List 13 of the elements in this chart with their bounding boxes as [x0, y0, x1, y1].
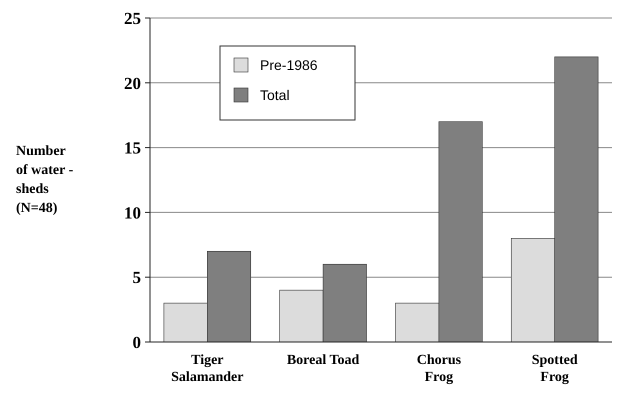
- legend-label: Pre-1986: [260, 56, 318, 73]
- x-tick-label: Spotted Frog: [532, 353, 578, 385]
- y-tick-label: 5: [132, 268, 141, 288]
- x-tick-label: Chorus Frog: [416, 353, 462, 385]
- y-tick-label: 15: [124, 138, 141, 158]
- y-tick-label: 25: [124, 8, 141, 28]
- x-tick-label: Boreal Toad: [286, 353, 360, 368]
- y-tick-label: 10: [124, 203, 141, 222]
- y-tick-label: 20: [124, 74, 141, 93]
- y-axis-title: Number of water - sheds (N=48): [16, 144, 74, 216]
- y-tick-label: 0: [132, 332, 141, 352]
- x-tick-label: Tiger Salamander: [171, 353, 244, 385]
- legend-label: Total: [260, 86, 290, 103]
